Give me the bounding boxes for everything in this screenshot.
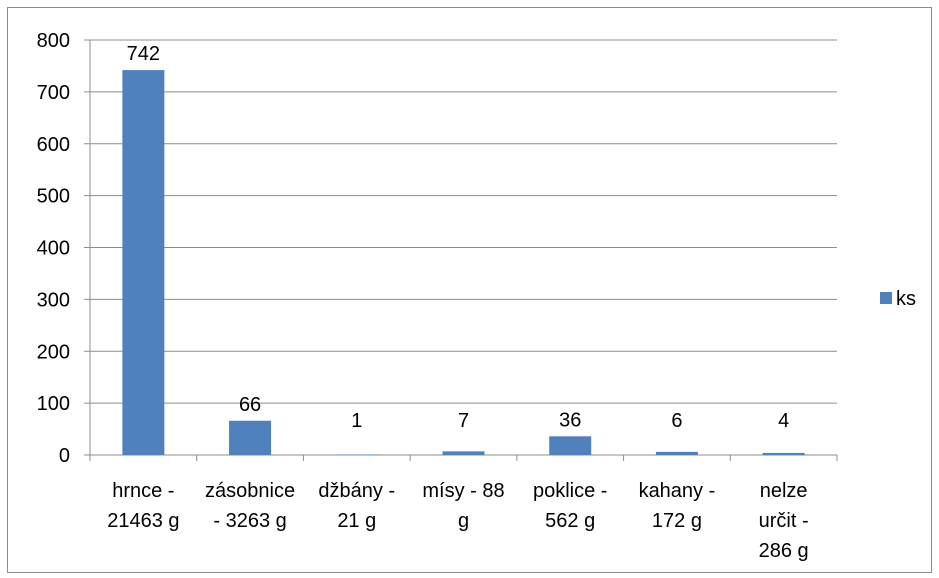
x-category-label-line: 286 g bbox=[759, 540, 809, 562]
x-category-label-line: nelze bbox=[760, 480, 808, 502]
x-category-label-line: - 3263 g bbox=[213, 510, 286, 532]
data-label: 742 bbox=[127, 43, 160, 65]
x-category-label-line: g bbox=[458, 510, 469, 532]
x-category-label: džbány - 21 g bbox=[318, 480, 395, 532]
bar bbox=[335, 454, 378, 455]
x-category-label-line: určit - bbox=[759, 510, 809, 532]
data-label: 6 bbox=[671, 410, 682, 432]
x-category-label: poklice - 562 g bbox=[533, 480, 607, 532]
y-tick-label: 600 bbox=[37, 134, 70, 156]
data-label: 4 bbox=[778, 410, 789, 432]
x-category-label-line: zásobnice bbox=[205, 480, 295, 502]
x-category-label: mísy - 88 g bbox=[422, 480, 504, 532]
x-category-label-line: mísy - 88 bbox=[422, 480, 504, 502]
x-category-label: kahany - 172 g bbox=[639, 480, 716, 532]
data-label: 36 bbox=[559, 409, 581, 431]
bar bbox=[762, 452, 805, 455]
bar bbox=[442, 451, 485, 455]
x-category-label-line: 172 g bbox=[652, 510, 702, 532]
x-category-label-line: poklice - bbox=[533, 480, 607, 502]
x-category-label: nelze určit - 286 g bbox=[759, 480, 809, 562]
y-tick-label: 700 bbox=[37, 82, 70, 104]
legend-swatch bbox=[880, 292, 892, 304]
bar bbox=[229, 420, 272, 455]
x-category-label-line: 21463 g bbox=[107, 510, 179, 532]
data-label: 7 bbox=[458, 410, 469, 432]
y-tick-label: 300 bbox=[37, 289, 70, 311]
bar bbox=[122, 70, 165, 456]
x-category-label-line: džbány - bbox=[318, 480, 395, 502]
y-tick-label: 200 bbox=[37, 341, 70, 363]
x-category-label-line: 21 g bbox=[337, 510, 376, 532]
x-category-label-line: 562 g bbox=[545, 510, 595, 532]
data-label: 1 bbox=[351, 410, 362, 432]
y-tick-label: 100 bbox=[37, 393, 70, 415]
x-category-label-line: hrnce - bbox=[112, 480, 174, 502]
data-label: 66 bbox=[239, 394, 261, 416]
bar bbox=[655, 451, 698, 455]
legend-label: ks bbox=[896, 288, 916, 310]
x-category-label: hrnce - 21463 g bbox=[107, 480, 179, 532]
x-category-label-line: kahany - bbox=[639, 480, 716, 502]
y-tick-label: 0 bbox=[59, 445, 70, 467]
y-tick-label: 400 bbox=[37, 238, 70, 260]
x-category-label: zásobnice - 3263 g bbox=[205, 480, 295, 532]
bar bbox=[549, 436, 592, 455]
y-tick-label: 800 bbox=[37, 30, 70, 52]
y-tick-label: 500 bbox=[37, 186, 70, 208]
